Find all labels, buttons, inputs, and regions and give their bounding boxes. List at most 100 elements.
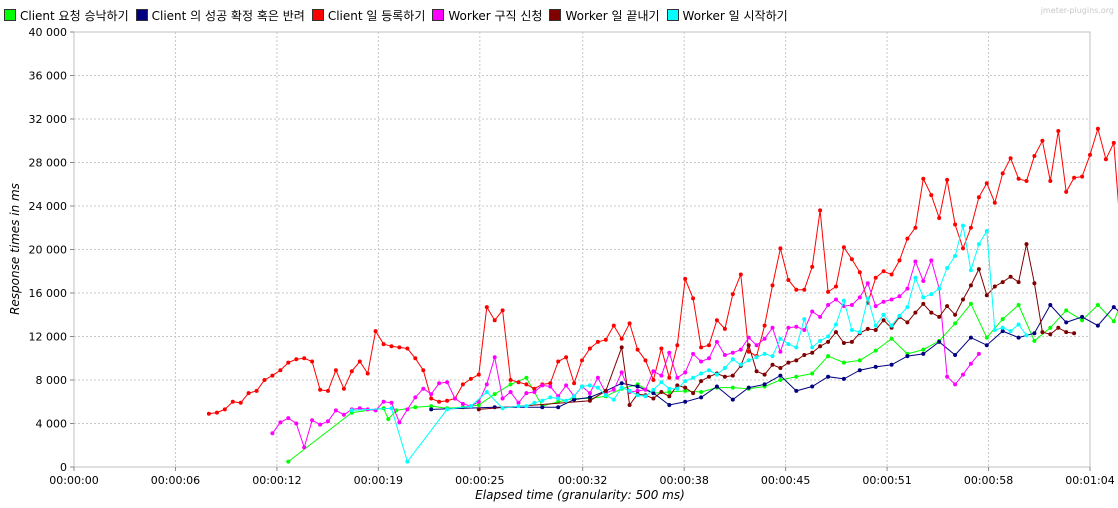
series-point-2: [905, 236, 910, 241]
series-point-1: [635, 384, 640, 389]
series-point-3: [548, 384, 553, 389]
series-point-1: [905, 354, 910, 359]
series-point-4: [834, 330, 838, 335]
series-point-2: [310, 359, 315, 364]
series-point-2: [691, 296, 696, 301]
series-point-2: [802, 287, 807, 292]
series-point-2: [635, 347, 640, 352]
series-point-2: [389, 344, 394, 349]
x-tick-label: 00:00:12: [252, 474, 301, 487]
series-point-5: [516, 404, 521, 409]
series-point-1: [683, 399, 688, 404]
series-point-5: [643, 394, 648, 399]
series-point-3: [897, 294, 902, 299]
series-point-2: [1048, 179, 1053, 183]
series-point-1: [968, 335, 973, 340]
series-point-2: [722, 326, 727, 331]
series-point-0: [413, 405, 418, 410]
series-point-5: [1000, 325, 1005, 330]
series-point-0: [1080, 318, 1085, 323]
series-point-3: [437, 381, 442, 386]
series-point-5: [619, 385, 624, 390]
series-point-5: [770, 354, 775, 359]
series-point-3: [429, 392, 434, 397]
series-point-5: [841, 298, 846, 303]
series-point-4: [992, 284, 997, 289]
series-point-2: [730, 292, 735, 297]
series-point-3: [778, 349, 783, 354]
series-point-5: [564, 398, 569, 403]
series-point-3: [961, 372, 965, 377]
series-point-5: [786, 342, 791, 347]
series-point-5: [961, 223, 965, 228]
series-point-2: [532, 386, 537, 391]
x-axis: 00:00:00 00:00:06 00:00:12 00:00:19 00:00:25…: [49, 467, 1115, 487]
series-point-0: [841, 360, 846, 365]
series-point-5: [746, 358, 751, 363]
series-point-2: [516, 380, 521, 385]
series-point-1: [429, 407, 434, 412]
series-point-3: [405, 407, 410, 412]
series-point-4: [627, 403, 632, 407]
legend-label-2: Client 일 등록하기: [327, 8, 426, 23]
series-point-4: [651, 396, 656, 401]
series-point-2: [421, 368, 426, 373]
series-point-5: [389, 406, 394, 411]
series-point-2: [794, 287, 799, 292]
legend-item-0[interactable]: Client 요청 승낙하기: [4, 7, 129, 24]
legend-item-3[interactable]: Worker 구직 신청: [432, 7, 542, 24]
series-point-2: [1000, 171, 1005, 176]
series-point-2: [746, 349, 751, 354]
series-point-5: [945, 266, 950, 270]
series-point-1: [730, 397, 735, 402]
series-point-3: [635, 388, 640, 393]
series-point-4: [921, 301, 926, 306]
series-point-3: [484, 382, 489, 387]
series-point-4: [691, 391, 696, 396]
legend-item-5[interactable]: Worker 일 시작하기: [666, 7, 788, 24]
series-point-4: [881, 318, 886, 323]
series-point-0: [1111, 319, 1116, 324]
legend-item-1[interactable]: Client 의 성공 확정 혹은 반려: [135, 7, 305, 24]
series-point-3: [278, 420, 283, 425]
series-point-0: [730, 385, 735, 390]
series-point-3: [302, 445, 307, 450]
series-point-5: [667, 386, 672, 391]
series-point-2: [548, 381, 553, 386]
series-point-4: [873, 328, 878, 332]
series-point-2: [1064, 189, 1069, 194]
series-point-4: [754, 369, 759, 374]
series-point-4: [826, 339, 831, 344]
series-point-3: [953, 382, 958, 387]
series-point-4: [802, 353, 807, 357]
series-point-5: [849, 328, 854, 332]
series-point-5: [897, 313, 902, 318]
series-point-4: [730, 373, 735, 378]
series-point-2: [810, 264, 815, 269]
series-point-2: [1056, 129, 1061, 133]
series-point-1: [857, 368, 862, 373]
x-axis-title: Elapsed time (granularity: 500 ms): [475, 488, 685, 502]
series-point-3: [921, 279, 926, 283]
series-point-5: [730, 357, 735, 362]
series-point-4: [587, 398, 592, 403]
series-point-2: [826, 289, 831, 294]
legend-item-2[interactable]: Client 일 등록하기: [311, 7, 426, 24]
series-point-0: [1064, 308, 1069, 313]
series-point-2: [1111, 140, 1116, 145]
series-point-1: [889, 362, 894, 367]
series-point-3: [643, 387, 648, 392]
series-point-2: [992, 200, 997, 205]
legend-item-4[interactable]: Worker 일 끝내기: [549, 7, 660, 24]
series-point-2: [881, 269, 886, 274]
series-point-3: [722, 353, 727, 357]
series-point-5: [595, 385, 600, 390]
y-tick-label: 36 000: [29, 70, 68, 83]
series-point-4: [794, 358, 799, 363]
y-tick-label: 4 000: [36, 418, 68, 431]
series-point-2: [230, 399, 235, 404]
series-point-0: [476, 403, 481, 407]
series-point-2: [572, 381, 577, 386]
y-tick-label: 20 000: [29, 244, 68, 257]
series-point-4: [675, 383, 680, 388]
